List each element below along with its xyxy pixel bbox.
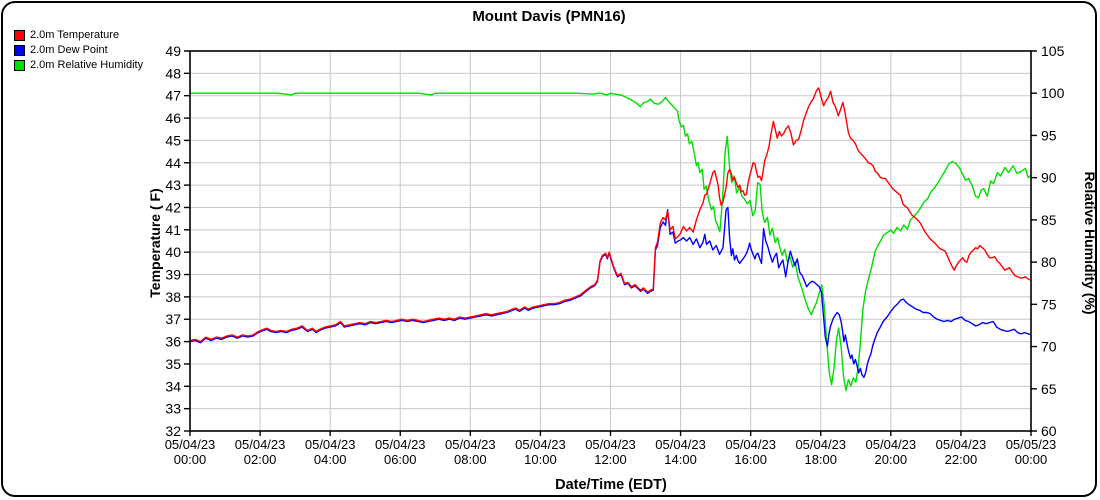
chart-title: Mount Davis (PMN16): [472, 8, 626, 25]
x-axis-tick-time: 02:00: [244, 452, 277, 467]
y-axis-tick-label-left: 43: [165, 177, 181, 193]
x-axis-tick-time: 00:00: [174, 452, 207, 467]
x-axis-tick-date: 05/04/23: [795, 437, 846, 452]
dew-point-swatch-icon: [14, 44, 25, 56]
x-axis-tick-time: 22:00: [945, 452, 978, 467]
y-axis-tick-label-left: 32: [165, 423, 181, 439]
legend-label: 2.0m Dew Point: [30, 44, 108, 56]
x-axis-tick-time: 16:00: [734, 452, 767, 467]
y-axis-tick-label-left: 40: [165, 244, 181, 260]
y-axis-tick-label-left: 47: [165, 88, 181, 104]
x-axis-tick-date: 05/04/23: [936, 437, 987, 452]
x-axis-tick-time: 08:00: [454, 452, 487, 467]
x-axis-tick-time: 04:00: [314, 452, 347, 467]
temperature-swatch-icon: [14, 29, 25, 41]
y-axis-tick-label-left: 46: [165, 110, 181, 126]
y-axis-tick-label-left: 48: [165, 65, 181, 81]
legend-item-dew-point: 2.0m Dew Point: [14, 43, 143, 57]
y-axis-tick-label-right: 65: [1041, 381, 1057, 397]
series-line-2-0m-relative-humidity: [190, 92, 1031, 392]
x-axis-tick-time: 12:00: [594, 452, 627, 467]
y-axis-tick-label-right: 80: [1041, 254, 1057, 270]
x-axis-tick-date: 05/04/23: [445, 437, 496, 452]
y-axis-tick-label-left: 39: [165, 267, 181, 283]
series-layer: [190, 87, 1031, 392]
series-line-2-0m-dew-point: [190, 206, 1031, 379]
y-axis-tick-label-left: 45: [165, 132, 181, 148]
y-axis-tick-label-right: 95: [1041, 127, 1057, 143]
relative-humidity-swatch-icon: [14, 59, 25, 71]
y-axis-tick-label-left: 35: [165, 356, 181, 372]
legend-item-temperature: 2.0m Temperature: [14, 28, 143, 42]
y-axis-tick-label-left: 33: [165, 401, 181, 417]
legend-item-relative-humidity: 2.0m Relative Humidity: [14, 58, 143, 72]
y-axis-tick-label-left: 41: [165, 222, 181, 238]
x-axis-tick-date: 05/04/23: [866, 437, 917, 452]
y-axis-tick-label-right: 90: [1041, 170, 1057, 186]
x-axis-tick-time: 18:00: [804, 452, 837, 467]
y-axis-tick-label-left: 38: [165, 289, 181, 305]
x-axis-tick-date: 05/05/23: [1006, 437, 1057, 452]
x-axis-tick-date: 05/04/23: [165, 437, 216, 452]
x-axis-tick-time: 14:00: [664, 452, 697, 467]
y-axis-tick-label-right: 105: [1041, 43, 1065, 59]
y-axis-tick-label-left: 34: [165, 378, 181, 394]
x-axis-tick-date: 05/04/23: [655, 437, 706, 452]
legend-label: 2.0m Relative Humidity: [30, 59, 144, 71]
x-axis-tick-date: 05/04/23: [515, 437, 566, 452]
y-axis-tick-label-left: 37: [165, 311, 181, 327]
y-axis-tick-label-left: 49: [165, 43, 181, 59]
grid-layer: [190, 51, 1031, 431]
series-line-2-0m-temperature: [190, 87, 1031, 343]
y-axis-tick-label-right: 75: [1041, 296, 1057, 312]
x-axis-tick-date: 05/04/23: [305, 437, 356, 452]
axis-layer: 32 33 34 35 36 37 38 39 40 41 42 43 44 45 46 47 48 49 60 65…: [165, 43, 1065, 467]
x-axis-tick-date: 05/04/23: [375, 437, 426, 452]
y-axis-tick-label-right: 100: [1041, 85, 1065, 101]
x-axis-tick-date: 05/04/23: [725, 437, 776, 452]
x-axis-tick-time: 06:00: [384, 452, 417, 467]
x-axis-label: Date/Time (EDT): [555, 477, 667, 493]
x-axis-tick-time: 00:00: [1015, 452, 1048, 467]
y-axis-tick-label-left: 42: [165, 199, 181, 215]
y-axis-tick-label-right: 70: [1041, 339, 1057, 355]
x-axis-tick-time: 10:00: [524, 452, 557, 467]
legend: 2.0m Temperature 2.0m Dew Point 2.0m Rel…: [14, 28, 143, 73]
y-axis-tick-label-left: 44: [165, 155, 181, 171]
y-axis-tick-label-right: 85: [1041, 212, 1057, 228]
x-axis-tick-time: 20:00: [875, 452, 908, 467]
y-axis-tick-label-left: 36: [165, 334, 181, 350]
y-axis-tick-label-right: 60: [1041, 423, 1057, 439]
x-axis-tick-date: 05/04/23: [235, 437, 286, 452]
chart-svg: 32 33 34 35 36 37 38 39 40 41 42 43 44 45 46 47 48 49 60 65…: [147, 43, 1097, 493]
y-axis-label-left: Temperature ( F): [147, 188, 163, 297]
legend-label: 2.0m Temperature: [30, 29, 120, 41]
x-axis-tick-date: 05/04/23: [585, 437, 636, 452]
y-axis-label-right: Relative Humidity (%): [1082, 171, 1097, 314]
